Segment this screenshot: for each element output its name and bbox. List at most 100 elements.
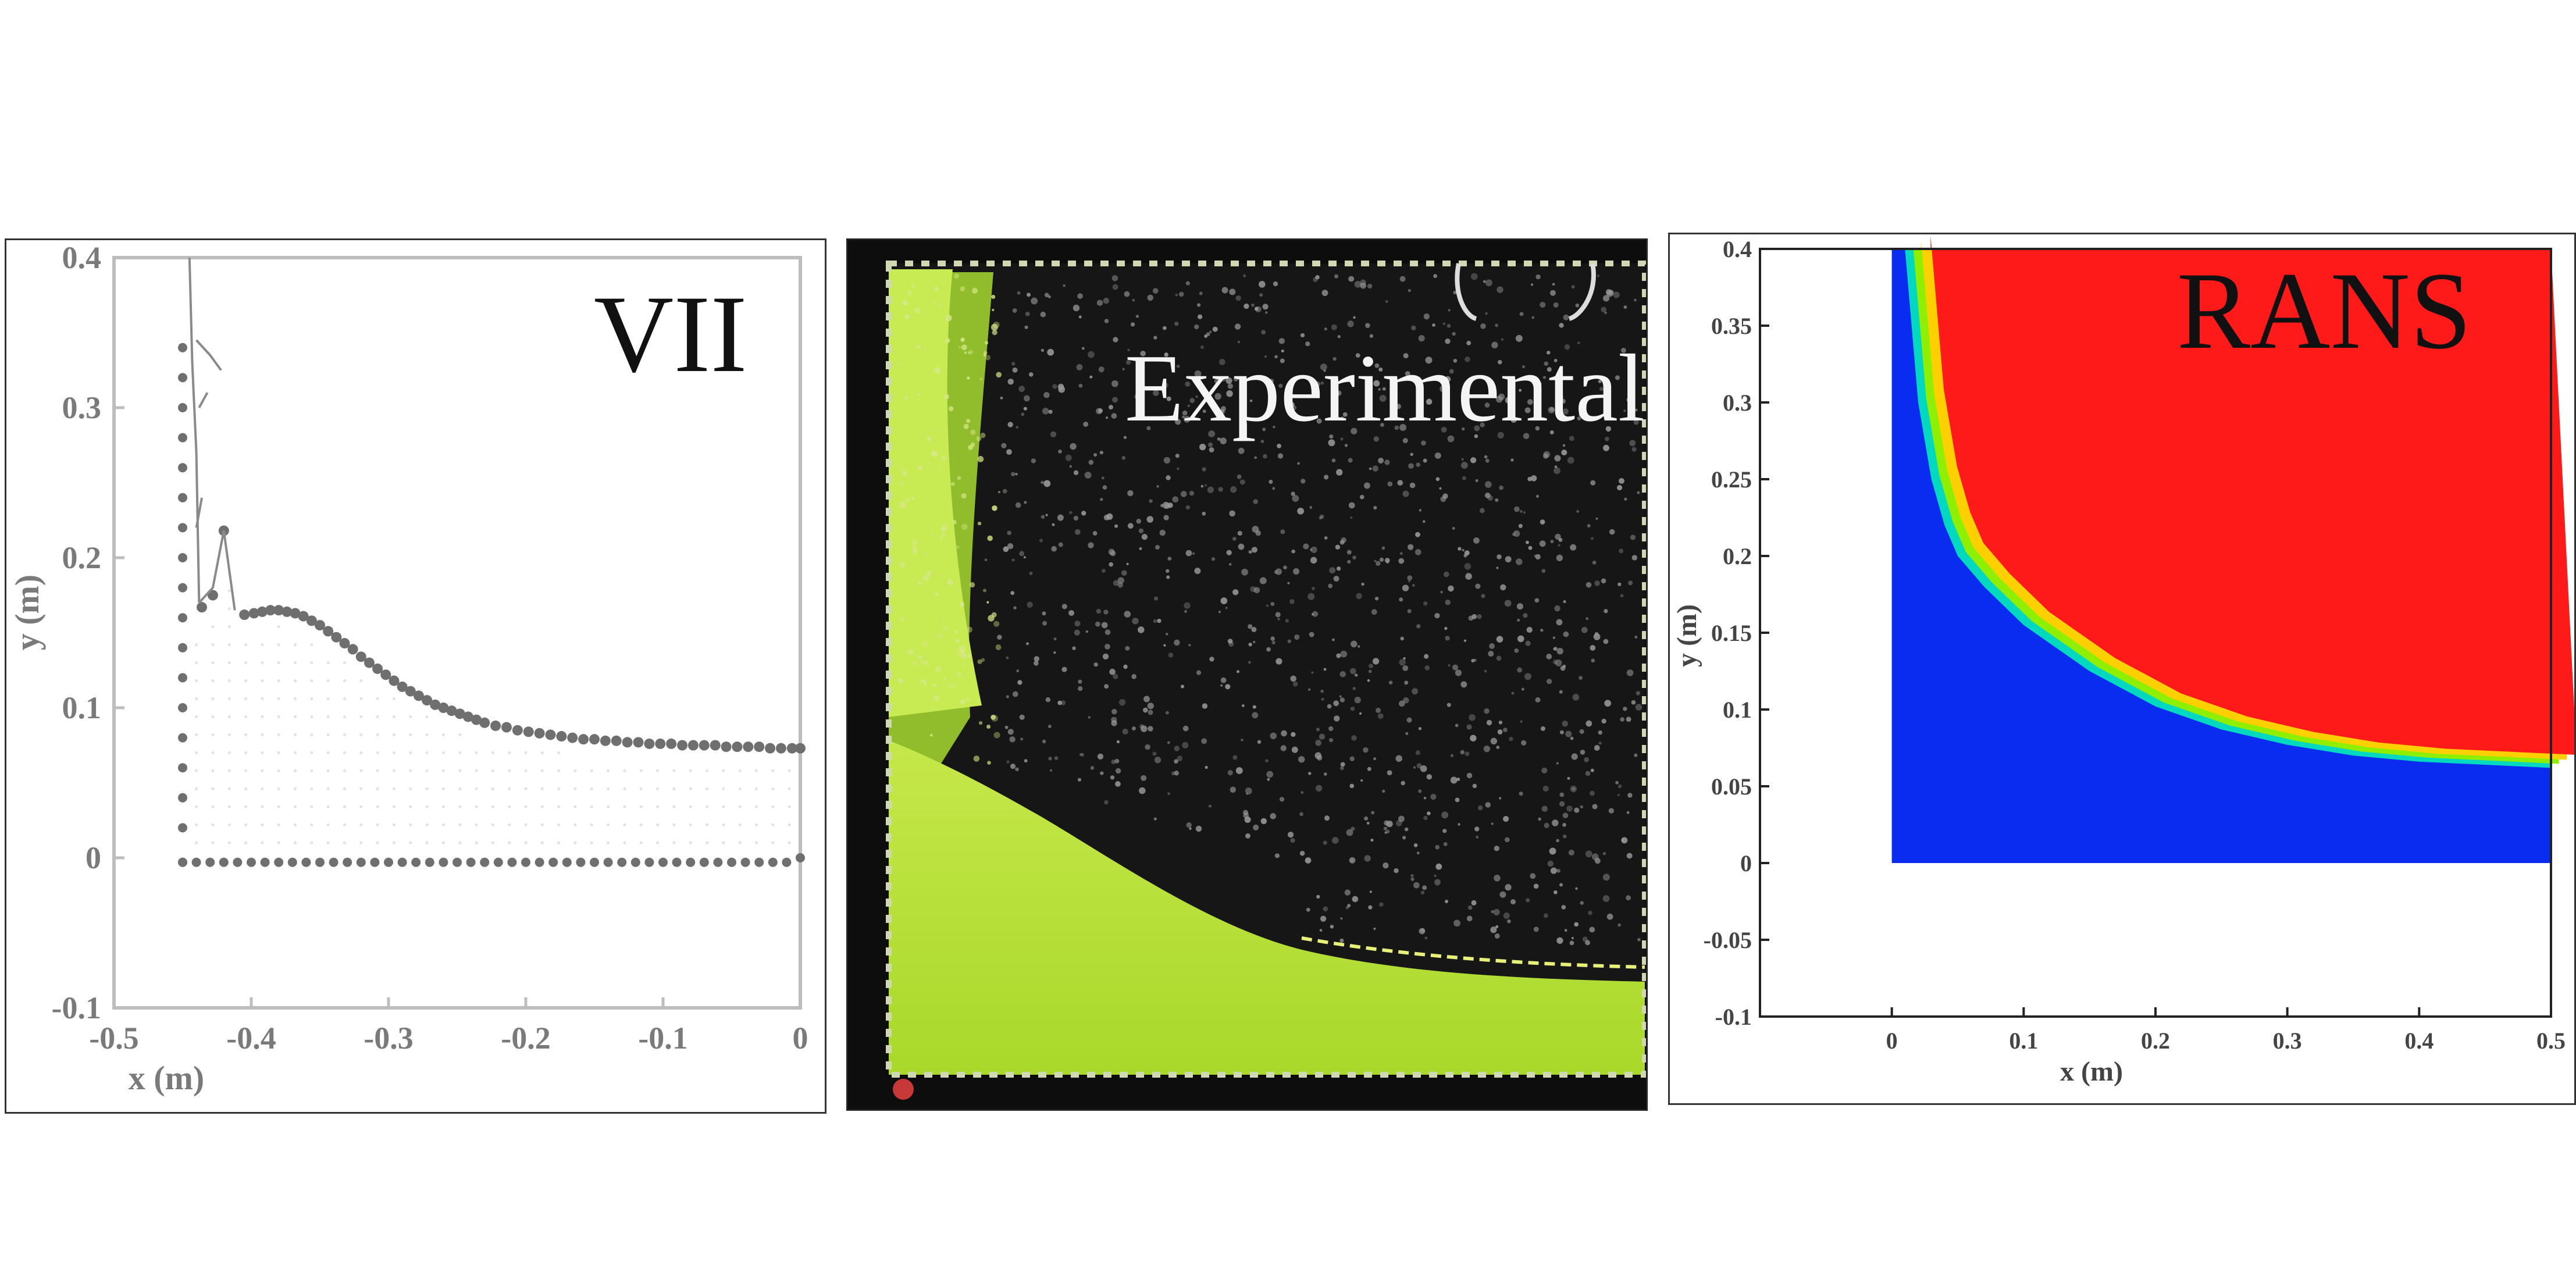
droplet [902,470,908,477]
droplet [1442,322,1446,326]
droplet [1184,609,1187,613]
vii-fluid-particle [326,823,330,826]
droplet [1556,868,1560,873]
droplet [1529,377,1533,381]
rans-ylabel: y (m) [1672,604,1702,667]
droplet [1200,484,1204,488]
droplet [1031,458,1036,464]
droplet [1061,604,1067,609]
droplet [1253,641,1256,644]
droplet [1420,928,1425,933]
droplet [1509,737,1513,741]
droplet [1217,437,1221,441]
droplet [1378,367,1383,372]
droplet [1455,797,1460,803]
droplet [1510,416,1517,423]
vii-fluid-particle [310,661,313,665]
vii-fluid-particle [425,841,429,844]
droplet [1442,829,1447,833]
droplet [1309,506,1313,509]
droplet [1196,670,1202,675]
vii-fluid-particle [343,697,346,701]
droplet [1225,377,1232,384]
droplet [954,681,958,685]
vii-x-tick-label: 0 [793,1021,808,1056]
droplet [1175,419,1181,425]
droplet [1175,293,1178,297]
droplet [1367,679,1370,682]
droplet [914,307,921,314]
droplet [1034,656,1040,662]
droplet [1503,728,1508,732]
vii-fluid-particle [227,697,231,701]
vii-fluid-particle [689,805,692,808]
vii-x-tick-label: -0.3 [364,1021,413,1056]
droplet [1088,716,1091,719]
vii-fluid-particle [607,823,610,826]
vii-particle-point [768,857,778,867]
droplet [1465,751,1470,757]
vii-fluid-particle [689,823,692,826]
vii-fluid-particle [706,805,709,808]
droplet [899,480,904,486]
droplet [1470,735,1477,741]
droplet [1026,642,1029,646]
vii-particle-point [178,343,187,352]
vii-fluid-particle [277,823,280,826]
experimental-photo: Experimental [848,240,1646,1109]
droplet [1308,772,1312,775]
droplet [1595,517,1598,520]
droplet [1542,785,1549,792]
droplet [1085,630,1089,633]
droplet [1620,348,1626,353]
vii-particle-point [256,606,268,617]
droplet [1259,293,1263,297]
droplet [1102,485,1107,490]
droplet [1340,917,1343,920]
droplet [1526,898,1530,903]
vii-fluid-particle [540,823,544,826]
droplet [1465,573,1472,580]
droplet [1069,465,1072,468]
droplet [1154,596,1159,601]
vii-particle-point [786,743,797,754]
droplet [1147,294,1154,301]
droplet [1535,554,1541,560]
droplet [1515,334,1523,342]
droplet [1450,776,1458,784]
vii-fluid-particle [441,841,445,844]
droplet [1580,750,1585,755]
droplet [1443,571,1449,577]
droplet [1289,599,1295,604]
droplet [1314,752,1321,759]
vii-particle-point [178,373,187,383]
water-body [889,740,1645,1075]
droplet [1585,720,1592,727]
droplet [1251,547,1257,553]
droplet [1258,281,1266,288]
droplet [1556,937,1563,944]
droplet [1025,311,1030,316]
droplet [1507,919,1511,924]
vii-particle-point [205,857,215,867]
droplet [1189,398,1195,404]
vii-particle-point [178,857,187,867]
droplet [1342,412,1348,417]
droplet [1387,481,1393,487]
droplet [1174,639,1180,646]
droplet [1208,804,1212,808]
vii-fluid-particle [425,787,429,790]
droplet [1550,540,1554,543]
vii-fluid-particle [244,769,248,772]
vii-fluid-particle [261,823,264,826]
droplet [1230,486,1237,493]
droplet [993,732,1000,739]
vii-particle-point [743,741,754,753]
droplet [1315,274,1320,280]
droplet [1560,398,1566,404]
droplet [1563,631,1569,637]
vii-fluid-particle [639,787,643,790]
droplet [1126,562,1129,565]
droplet [1130,322,1135,327]
vii-particle-point [384,857,393,867]
